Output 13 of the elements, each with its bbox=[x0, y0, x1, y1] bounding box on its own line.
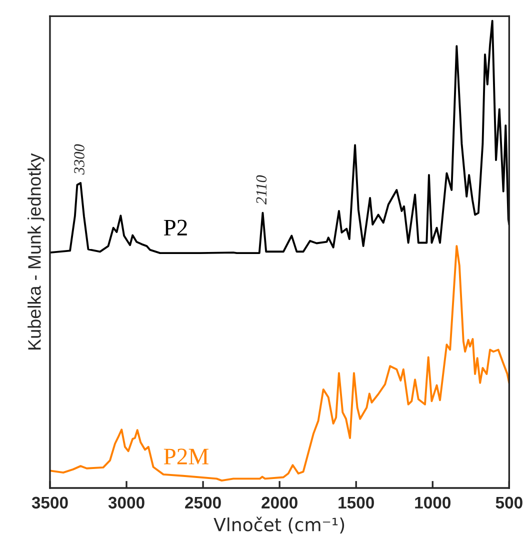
x-axis-title: Vlnočet (cm⁻¹) bbox=[214, 516, 344, 534]
x-tick-label: 2500 bbox=[185, 496, 221, 509]
x-tick-label: 1500 bbox=[338, 496, 374, 509]
x-tick-label: 2000 bbox=[262, 496, 298, 509]
series-label: P2 bbox=[164, 220, 187, 236]
y-axis-title: Kubelka - Munk jednotky bbox=[28, 153, 44, 350]
x-tick-label: 1000 bbox=[415, 496, 450, 509]
x-tick-label: 3500 bbox=[32, 496, 68, 509]
series-label: P2M bbox=[164, 448, 208, 464]
x-tick-label: 500 bbox=[496, 496, 522, 509]
x-tick-label: 3000 bbox=[108, 496, 144, 509]
annotation: 2110 bbox=[256, 175, 267, 205]
annotation: 3300 bbox=[74, 144, 84, 175]
